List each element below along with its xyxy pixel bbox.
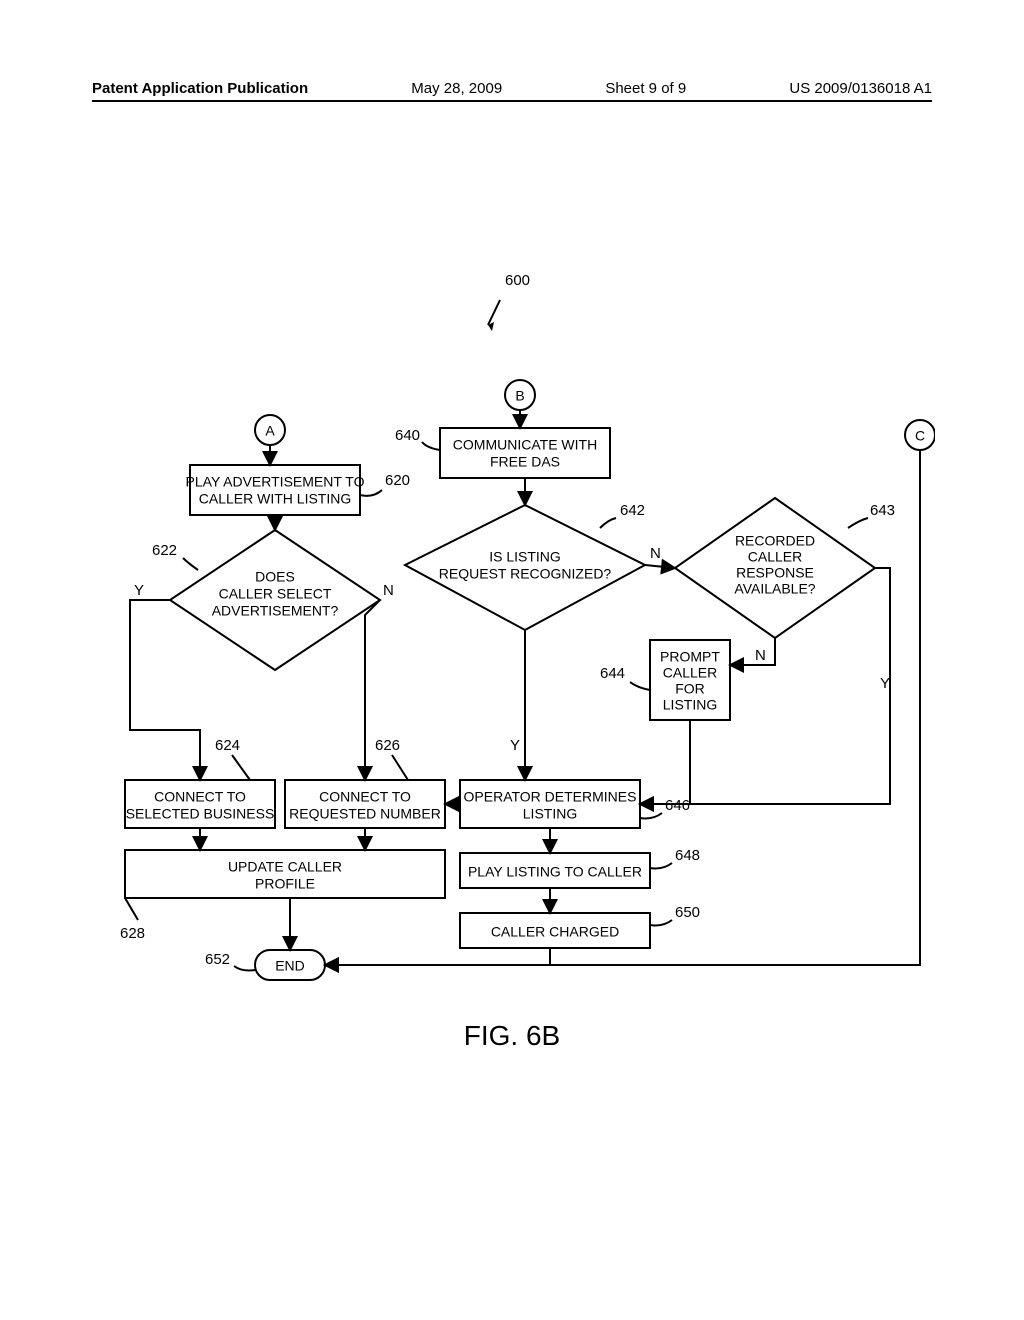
- svg-text:CONNECT TO: CONNECT TO: [154, 789, 246, 805]
- svg-text:CALLER WITH LISTING: CALLER WITH LISTING: [199, 491, 351, 507]
- svg-text:624: 624: [215, 737, 240, 754]
- svg-text:PLAY ADVERTISEMENT TO: PLAY ADVERTISEMENT TO: [186, 474, 365, 490]
- svg-text:622: 622: [152, 542, 177, 559]
- svg-text:646: 646: [665, 797, 690, 814]
- svg-text:628: 628: [120, 925, 145, 942]
- svg-text:DOES: DOES: [255, 569, 295, 585]
- svg-text:650: 650: [675, 904, 700, 921]
- svg-text:FREE DAS: FREE DAS: [490, 454, 560, 470]
- svg-text:CALLER: CALLER: [663, 665, 717, 681]
- svg-text:RESPONSE: RESPONSE: [736, 565, 814, 581]
- flowchart-diagram: 600 A B C PLAY ADVERTISEMENT TO CALLER W…: [90, 270, 935, 1090]
- svg-text:642: 642: [620, 502, 645, 519]
- svg-text:LISTING: LISTING: [523, 806, 577, 822]
- connector-b-label: B: [515, 388, 524, 404]
- svg-text:Y: Y: [880, 675, 890, 692]
- svg-text:SELECTED BUSINESS: SELECTED BUSINESS: [126, 806, 275, 822]
- svg-text:AVAILABLE?: AVAILABLE?: [734, 581, 815, 597]
- svg-text:ADVERTISEMENT?: ADVERTISEMENT?: [212, 603, 339, 619]
- svg-text:N: N: [650, 545, 661, 562]
- svg-text:END: END: [275, 958, 305, 974]
- svg-text:643: 643: [870, 502, 895, 519]
- svg-text:REQUEST RECOGNIZED?: REQUEST RECOGNIZED?: [439, 566, 612, 582]
- figure-caption: FIG. 6B: [0, 1020, 1024, 1052]
- page-header: Patent Application Publication May 28, 2…: [0, 80, 1024, 97]
- header-rule: [92, 100, 932, 102]
- publication-number: US 2009/0136018 A1: [789, 80, 932, 97]
- svg-text:IS LISTING: IS LISTING: [489, 549, 561, 565]
- svg-text:N: N: [755, 647, 766, 664]
- svg-text:PLAY LISTING TO CALLER: PLAY LISTING TO CALLER: [468, 864, 642, 880]
- connector-a-label: A: [265, 423, 275, 439]
- svg-text:648: 648: [675, 847, 700, 864]
- svg-text:OPERATOR DETERMINES: OPERATOR DETERMINES: [464, 789, 637, 805]
- svg-text:N: N: [383, 582, 394, 599]
- publication-date: May 28, 2009: [411, 80, 502, 97]
- sheet-info: Sheet 9 of 9: [605, 80, 686, 97]
- svg-text:RECORDED: RECORDED: [735, 533, 815, 549]
- svg-text:LISTING: LISTING: [663, 697, 717, 713]
- svg-text:PROMPT: PROMPT: [660, 649, 720, 665]
- svg-text:CALLER: CALLER: [748, 549, 802, 565]
- svg-text:COMMUNICATE WITH: COMMUNICATE WITH: [453, 437, 597, 453]
- svg-text:644: 644: [600, 665, 625, 682]
- svg-text:626: 626: [375, 737, 400, 754]
- svg-text:CONNECT TO: CONNECT TO: [319, 789, 411, 805]
- svg-text:652: 652: [205, 951, 230, 968]
- svg-text:Y: Y: [134, 582, 144, 599]
- svg-text:FOR: FOR: [675, 681, 705, 697]
- publication-type: Patent Application Publication: [92, 80, 308, 97]
- connector-c-label: C: [915, 428, 925, 444]
- svg-text:REQUESTED NUMBER: REQUESTED NUMBER: [289, 806, 441, 822]
- figure-number: 600: [505, 272, 530, 289]
- svg-text:620: 620: [385, 472, 410, 489]
- svg-text:Y: Y: [510, 737, 520, 754]
- svg-text:UPDATE CALLER: UPDATE CALLER: [228, 859, 342, 875]
- svg-text:PROFILE: PROFILE: [255, 876, 315, 892]
- svg-text:CALLER CHARGED: CALLER CHARGED: [491, 924, 619, 940]
- svg-text:640: 640: [395, 427, 420, 444]
- svg-text:CALLER SELECT: CALLER SELECT: [219, 586, 332, 602]
